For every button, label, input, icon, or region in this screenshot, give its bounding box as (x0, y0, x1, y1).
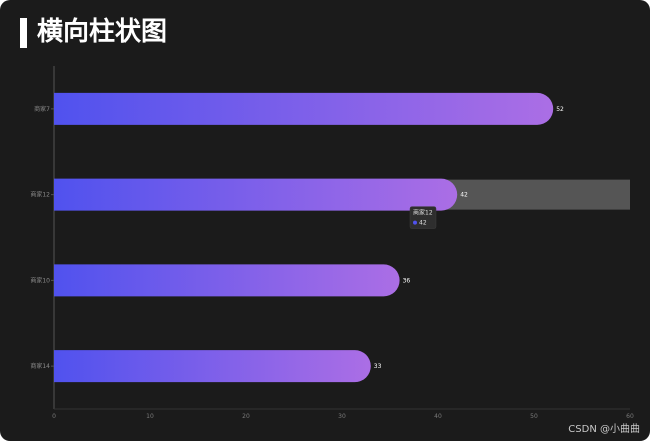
bar[interactable] (54, 264, 400, 297)
y-category-label: 商家10 (30, 276, 50, 284)
bar[interactable] (54, 350, 371, 383)
title-accent-bar (20, 18, 27, 48)
tooltip-value: 42 (419, 220, 427, 227)
bar-value-label: 33 (374, 363, 382, 370)
bar[interactable] (54, 92, 554, 125)
x-tick-label: 40 (434, 413, 442, 420)
x-tick-label: 10 (146, 413, 154, 420)
x-tick-label: 60 (626, 413, 634, 420)
tooltip-category: 商家12 (413, 209, 433, 217)
x-tick-label: 50 (530, 413, 538, 420)
bar[interactable] (54, 178, 458, 211)
y-category-label: 商家7 (34, 105, 50, 113)
bar-value-label: 36 (403, 277, 411, 284)
y-category-label: 商家14 (30, 362, 50, 370)
bar-value-label: 52 (556, 106, 564, 113)
y-category-label: 商家12 (30, 191, 50, 199)
x-tick-label: 30 (338, 413, 346, 420)
x-tick-label: 20 (242, 413, 250, 420)
chart-title: 横向柱状图 (37, 17, 168, 47)
bar-value-label: 42 (460, 192, 468, 199)
tooltip-series-marker (413, 220, 417, 225)
x-tick-label: 0 (52, 413, 56, 420)
watermark: CSDN @小曲曲 (568, 424, 640, 435)
